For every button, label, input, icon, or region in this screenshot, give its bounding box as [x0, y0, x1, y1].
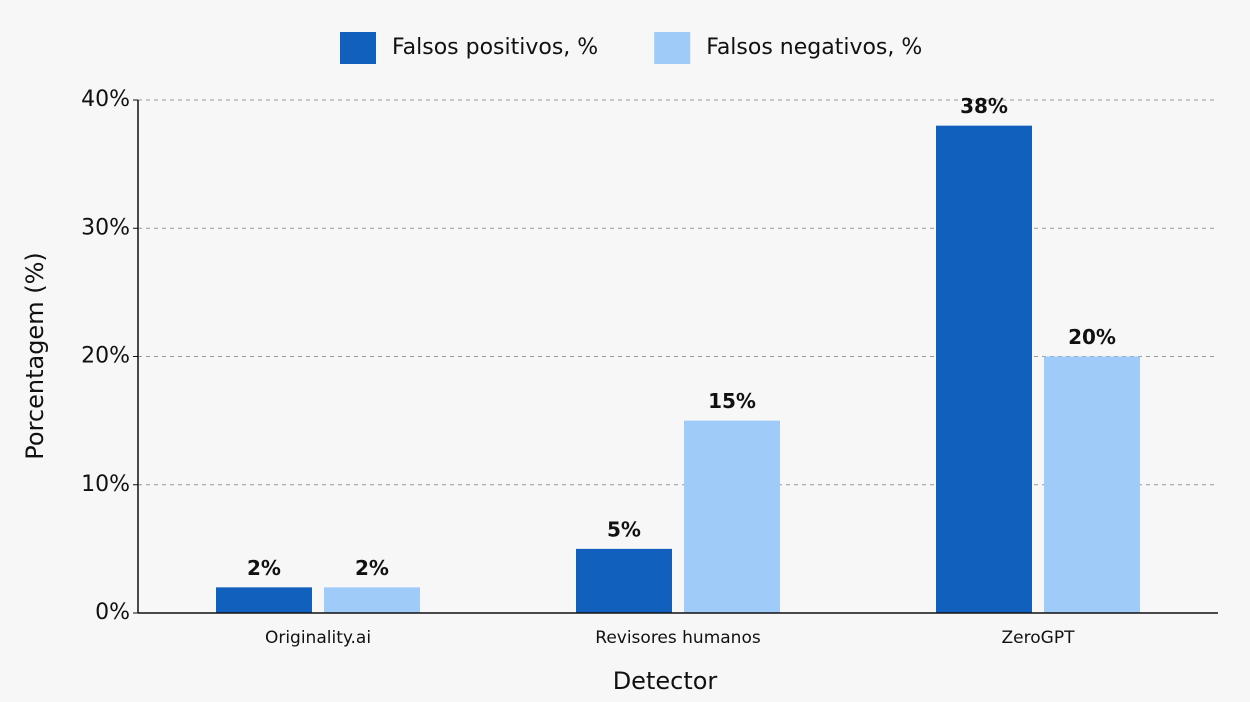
bar	[1044, 356, 1140, 613]
bar	[216, 587, 312, 613]
x-tick-label: Revisores humanos	[595, 628, 761, 648]
value-label: 20%	[1068, 325, 1116, 349]
legend-swatch	[654, 32, 691, 64]
bar	[684, 420, 780, 613]
x-axis-label: Detector	[613, 667, 718, 695]
value-label: 15%	[708, 389, 756, 413]
value-label: 2%	[247, 556, 281, 580]
value-label: 5%	[607, 517, 641, 541]
bar	[936, 125, 1032, 614]
x-tick-label: ZeroGPT	[1002, 628, 1076, 648]
y-axis-label: Porcentagem (%)	[21, 252, 49, 459]
y-tick-label: 0%	[95, 600, 130, 625]
y-tick-label: 10%	[81, 472, 130, 497]
legend-label: Falsos positivos, %	[392, 35, 598, 60]
bar	[324, 587, 420, 613]
y-tick-label: 40%	[81, 87, 130, 112]
y-tick-label: 30%	[81, 215, 130, 240]
legend-swatch	[340, 32, 376, 64]
value-label: 2%	[355, 556, 389, 580]
legend-label: Falsos negativos, %	[706, 35, 922, 60]
bar	[576, 548, 672, 613]
y-tick-label: 20%	[81, 344, 130, 369]
value-label: 38%	[960, 94, 1008, 118]
x-tick-label: Originality.ai	[265, 628, 371, 648]
